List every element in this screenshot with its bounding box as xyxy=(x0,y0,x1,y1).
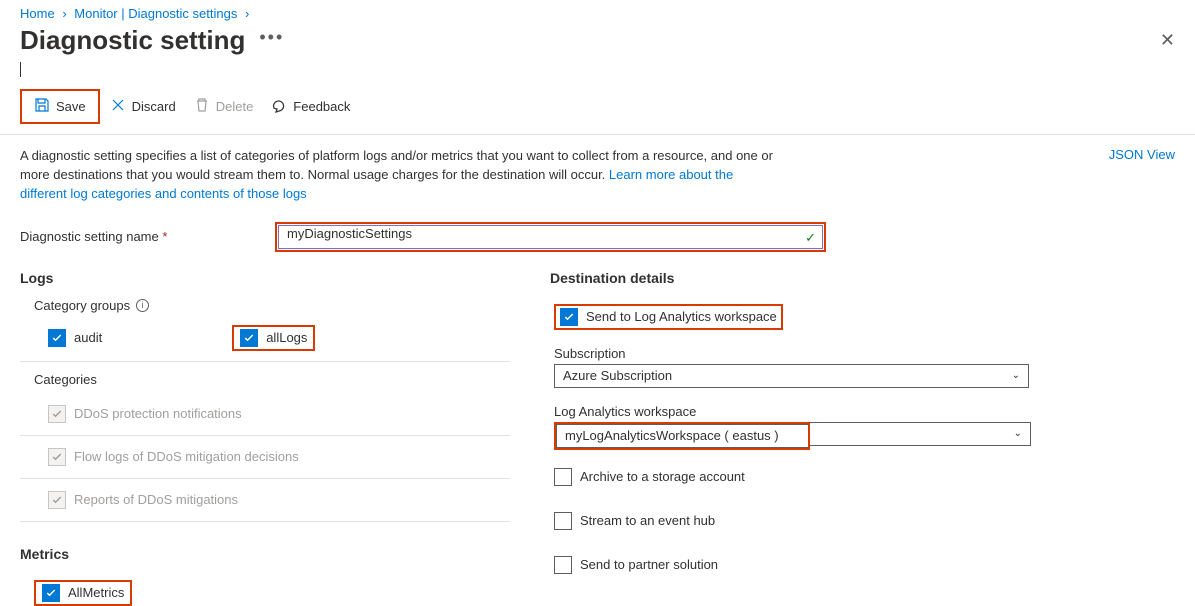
workspace-value: myLogAnalyticsWorkspace ( eastus ) xyxy=(565,428,779,443)
save-icon xyxy=(34,97,50,116)
logs-heading: Logs xyxy=(20,270,510,286)
info-icon[interactable]: i xyxy=(136,299,149,312)
check-icon: ✓ xyxy=(805,230,816,246)
cat3-checkbox xyxy=(48,491,66,509)
name-label: Diagnostic setting name * xyxy=(20,229,275,244)
discard-button[interactable]: Discard xyxy=(102,93,184,120)
eventhub-checkbox[interactable] xyxy=(554,512,572,530)
allmetrics-checkbox[interactable] xyxy=(42,584,60,602)
feedback-label: Feedback xyxy=(293,99,350,114)
highlight-workspace: myLogAnalyticsWorkspace ( eastus ) xyxy=(554,422,810,450)
description: A diagnostic setting specifies a list of… xyxy=(20,147,780,204)
discard-icon xyxy=(110,97,126,116)
feedback-button[interactable]: Feedback xyxy=(263,93,358,120)
subscription-value: Azure Subscription xyxy=(563,368,672,383)
subscription-label: Subscription xyxy=(554,346,1175,361)
chevron-right-icon: › xyxy=(245,6,249,21)
delete-button: Delete xyxy=(186,93,262,120)
highlight-name-input: myDiagnosticSettings ✓ xyxy=(275,222,826,252)
more-icon[interactable]: ••• xyxy=(259,28,284,46)
categories-label: Categories xyxy=(34,372,510,387)
toolbar: Save Discard Delete Feedback xyxy=(0,77,1195,135)
archive-label: Archive to a storage account xyxy=(580,469,745,484)
chevron-down-icon: ⌄ xyxy=(1014,428,1022,439)
metrics-heading: Metrics xyxy=(20,546,510,562)
cat3-label: Reports of DDoS mitigations xyxy=(74,492,238,507)
breadcrumb-home[interactable]: Home xyxy=(20,6,55,21)
feedback-icon xyxy=(271,97,287,116)
diagnostic-name-value: myDiagnosticSettings xyxy=(287,226,412,241)
audit-checkbox[interactable] xyxy=(48,329,66,347)
sendto-la-checkbox[interactable] xyxy=(560,308,578,326)
category-groups-label: Category groups i xyxy=(34,298,510,313)
eventhub-label: Stream to an event hub xyxy=(580,513,715,528)
breadcrumb: Home › Monitor | Diagnostic settings › xyxy=(0,0,1195,21)
diagnostic-name-input[interactable]: myDiagnosticSettings ✓ xyxy=(278,225,823,249)
cat2-checkbox xyxy=(48,448,66,466)
text-cursor xyxy=(20,62,1195,77)
cat1-checkbox xyxy=(48,405,66,423)
page-title: Diagnostic setting xyxy=(20,25,245,56)
highlight-alllogs: allLogs xyxy=(232,325,315,351)
allmetrics-label: AllMetrics xyxy=(68,585,124,600)
highlight-save: Save xyxy=(20,89,100,124)
archive-checkbox[interactable] xyxy=(554,468,572,486)
alllogs-checkbox[interactable] xyxy=(240,329,258,347)
chevron-down-icon: ⌄ xyxy=(1012,370,1020,381)
highlight-allmetrics: AllMetrics xyxy=(34,580,132,606)
save-button[interactable]: Save xyxy=(26,93,94,120)
delete-icon xyxy=(194,97,210,116)
required-asterisk: * xyxy=(162,229,167,244)
cat1-label: DDoS protection notifications xyxy=(74,406,242,421)
close-icon[interactable]: ✕ xyxy=(1160,30,1175,51)
partner-label: Send to partner solution xyxy=(580,557,718,572)
chevron-right-icon: › xyxy=(62,6,66,21)
highlight-sendto: Send to Log Analytics workspace xyxy=(554,304,783,330)
save-label: Save xyxy=(56,99,86,114)
sendto-la-label: Send to Log Analytics workspace xyxy=(586,309,777,324)
json-view-link[interactable]: JSON View xyxy=(1109,147,1175,162)
subscription-dropdown[interactable]: Azure Subscription ⌄ xyxy=(554,364,1029,388)
audit-label: audit xyxy=(74,330,102,345)
cat2-label: Flow logs of DDoS mitigation decisions xyxy=(74,449,299,464)
delete-label: Delete xyxy=(216,99,254,114)
workspace-dropdown-right[interactable]: ⌄ xyxy=(810,422,1031,446)
partner-checkbox[interactable] xyxy=(554,556,572,574)
breadcrumb-monitor[interactable]: Monitor | Diagnostic settings xyxy=(74,6,237,21)
discard-label: Discard xyxy=(132,99,176,114)
alllogs-label: allLogs xyxy=(266,330,307,345)
destination-heading: Destination details xyxy=(550,270,1175,286)
workspace-label: Log Analytics workspace xyxy=(554,404,1175,419)
workspace-dropdown-left[interactable]: myLogAnalyticsWorkspace ( eastus ) xyxy=(556,424,808,448)
